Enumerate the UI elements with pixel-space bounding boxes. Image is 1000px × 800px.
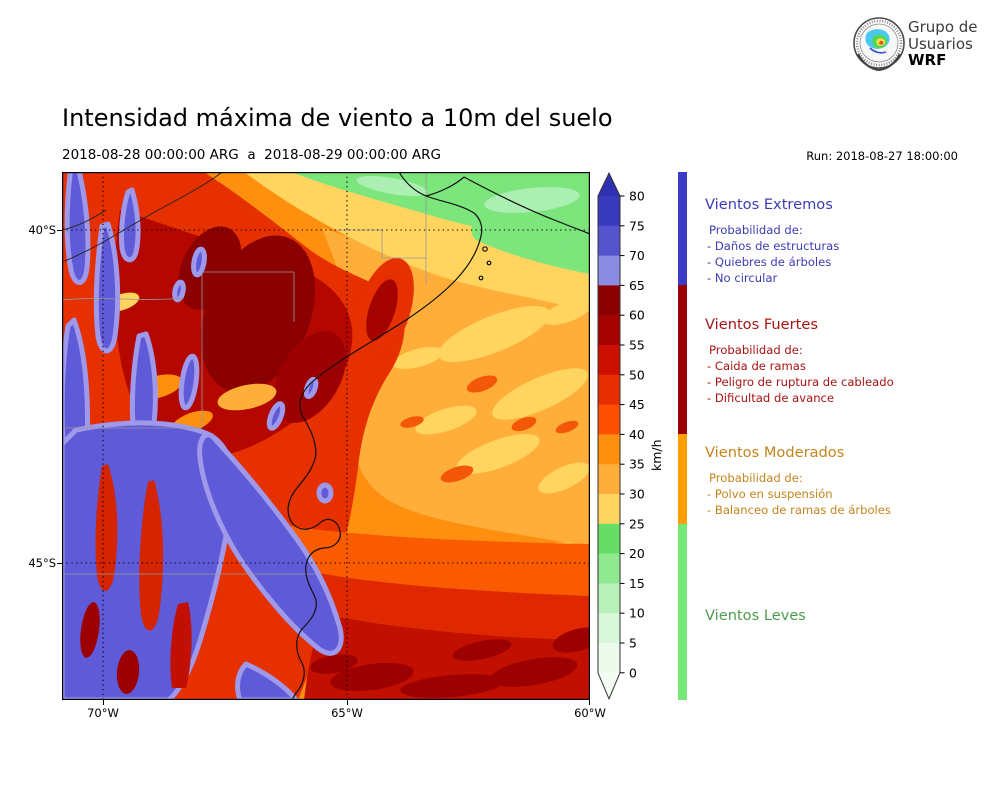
valid-period-subtitle: 2018-08-28 00:00:00 ARG a 2018-08-29 00:… [62, 147, 441, 163]
colorbar-tick-label: 40 [629, 427, 645, 442]
colorbar-tick-label: 55 [629, 338, 645, 353]
province-borders [61, 172, 427, 575]
wrf-logo-seal [853, 17, 905, 72]
lon-label-65w: 65°W [331, 706, 363, 720]
lat-label-40s: 40°S [28, 223, 56, 237]
colorbar-tick-label: 35 [629, 457, 645, 472]
lon-label-60w: 60°W [574, 706, 606, 720]
legend-item: - Balanceo de ramas de árboles [707, 503, 891, 517]
colorbar-tick-label: 5 [629, 636, 637, 651]
lat-label-45s: 45°S [28, 556, 56, 570]
coastline [287, 171, 591, 701]
colorbar-tick-label: 25 [629, 516, 645, 531]
colorbar-tick-label: 0 [629, 665, 637, 680]
legend-prob-fuertes: Probabilidad de: [709, 343, 803, 357]
category-strip-segment [678, 434, 687, 524]
legend-item: - Peligro de ruptura de cableado [707, 375, 894, 389]
category-strip-segment [678, 285, 687, 435]
colorbar-tick-label: 50 [629, 367, 645, 382]
rivers [61, 171, 223, 263]
legend-item: - Quiebres de árboles [707, 255, 832, 269]
legend-section-fuertes: Vientos Fuertes Probabilidad de: - Caida… [705, 316, 997, 406]
map-frame [62, 172, 590, 700]
colorbar-tick-label: 15 [629, 576, 645, 591]
wind-field-contours [59, 163, 604, 703]
category-strip-segment [678, 172, 687, 286]
category-strip-segment [678, 523, 687, 700]
legend-title-fuertes: Vientos Fuertes [705, 316, 818, 333]
colorbar-tick-label: 20 [629, 546, 645, 561]
graticule [62, 172, 590, 700]
colorbar-tick-label: 60 [629, 308, 645, 323]
legend-title-moderados: Vientos Moderados [705, 444, 845, 461]
legend-section-leves: Vientos Leves [705, 607, 997, 633]
legend-item: - No circular [707, 271, 778, 285]
legend-item: - Daños de estructuras [707, 239, 840, 253]
legend-item: - Dificultad de avance [707, 391, 835, 405]
colorbar-tick-label: 30 [629, 487, 645, 502]
legend-item: - Polvo en suspensión [707, 487, 833, 501]
legend-item: - Caida de ramas [707, 359, 806, 373]
wind-map-canvas [59, 163, 604, 703]
logo-line-1: Grupo de [908, 18, 978, 36]
colorbar-unit-label: km/h [649, 439, 664, 471]
legend-title-extremos: Vientos Extremos [705, 196, 833, 213]
logo-line-3: WRF [908, 51, 947, 69]
colorbar-tick-label: 65 [629, 278, 645, 293]
legend-prob-moderados: Probabilidad de: [709, 471, 803, 485]
lon-tick-65w [347, 700, 348, 705]
lon-tick-70w [103, 700, 104, 705]
colorbar-tick-label: 45 [629, 397, 645, 412]
colorbar-tick-label: 70 [629, 248, 645, 263]
lon-label-70w: 70°W [87, 706, 119, 720]
page-title: Intensidad máxima de viento a 10m del su… [62, 104, 613, 132]
lon-tick-60w [589, 700, 590, 705]
logo-line-2: Usuarios [908, 34, 973, 53]
legend-title-leves: Vientos Leves [705, 607, 806, 624]
colorbar-tick-label: 10 [629, 606, 645, 621]
wind-map [59, 163, 604, 703]
lat-tick-40s [57, 230, 62, 231]
wrf-logo-text: Grupo de Usuarios WRF [908, 19, 978, 69]
legend-prob-extremos: Probabilidad de: [709, 223, 803, 237]
colorbar-tick-label: 75 [629, 218, 645, 233]
lat-tick-45s [57, 563, 62, 564]
legend-section-extremos: Vientos Extremos Probabilidad de: - Daño… [705, 196, 997, 286]
colorbar-tick-label: 80 [629, 189, 645, 204]
legend-section-moderados: Vientos Moderados Probabilidad de: - Pol… [705, 444, 997, 518]
model-run-label: Run: 2018-08-27 18:00:00 [806, 149, 958, 163]
